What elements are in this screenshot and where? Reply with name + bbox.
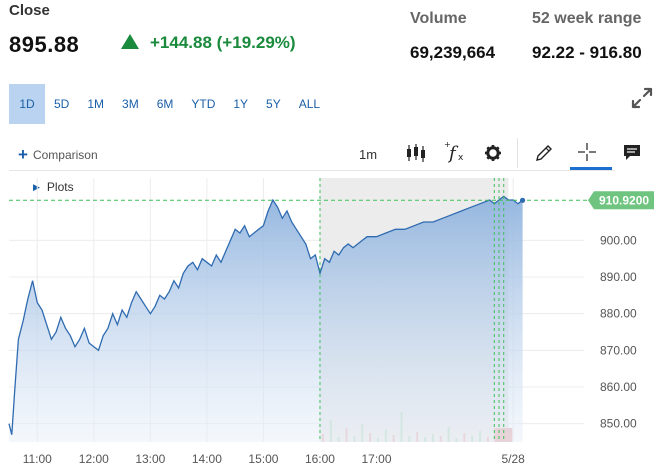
- x-tick-label: 11:00: [23, 452, 52, 466]
- crosshair-icon[interactable]: [575, 141, 599, 163]
- expand-icon[interactable]: [630, 86, 654, 110]
- y-tick-label: 860.00: [600, 380, 637, 394]
- 52-week-range-label: 52 week range: [532, 10, 642, 27]
- range-all[interactable]: ALL: [298, 97, 321, 111]
- y-tick-label: 900.00: [600, 233, 637, 247]
- y-tick-label: 870.00: [600, 343, 637, 357]
- comment-icon[interactable]: [620, 141, 644, 163]
- range-6m[interactable]: 6M: [156, 97, 174, 111]
- x-tick-label: 5/28: [501, 452, 525, 466]
- candlestick-icon[interactable]: [404, 142, 428, 164]
- volume-value: 69,239,664: [410, 43, 496, 62]
- x-tick-label: 15:00: [248, 452, 278, 466]
- last-price-dot: [519, 197, 526, 203]
- price-area: [9, 196, 523, 442]
- 52-week-range-value: 92.22 - 916.80: [532, 43, 642, 62]
- pencil-icon[interactable]: [532, 142, 556, 164]
- plus-icon: +: [18, 145, 28, 164]
- range-5d[interactable]: 5D: [54, 97, 70, 111]
- svg-text:x: x: [458, 153, 464, 163]
- range-1m[interactable]: 1M: [87, 97, 105, 111]
- price-line: [8, 195, 523, 435]
- comparison-button[interactable]: + Comparison: [18, 145, 98, 164]
- y-tick-label: 890.00: [600, 270, 637, 284]
- function-icon[interactable]: f x +: [443, 140, 467, 164]
- active-tool-indicator: [570, 167, 612, 170]
- gear-icon[interactable]: [481, 142, 505, 164]
- y-tick-label: 850.00: [600, 417, 637, 431]
- x-tick-label: 17:00: [361, 452, 391, 466]
- x-tick-label: 14:00: [192, 452, 222, 466]
- svg-text:+: +: [444, 140, 451, 149]
- interval-selector[interactable]: 1m: [359, 147, 378, 162]
- x-tick-label: 13:00: [135, 452, 165, 466]
- range-5y[interactable]: 5Y: [266, 97, 281, 111]
- range-1d[interactable]: 1D: [9, 84, 45, 124]
- range-ytd[interactable]: YTD: [191, 97, 216, 111]
- toolbar-bottom-border: [9, 170, 615, 171]
- range-1y[interactable]: 1Y: [233, 97, 249, 111]
- x-tick-label: 12:00: [79, 452, 109, 466]
- toolbar-divider: [517, 138, 518, 168]
- x-tick-label: 16:00: [305, 452, 335, 466]
- price-change: +144.88 (+19.29%): [150, 33, 296, 52]
- plots-toggle[interactable]: ▶ Plots: [33, 180, 74, 194]
- up-arrow-icon: [121, 34, 139, 49]
- time-range-selector: 1D 5D 1M 3M 6M YTD 1Y 5Y ALL: [9, 84, 329, 124]
- current-price-tag: 910.9200: [588, 191, 654, 210]
- volume-label: Volume: [410, 10, 467, 27]
- close-price: 895.88: [9, 32, 80, 57]
- plots-label: Plots: [46, 180, 74, 194]
- close-label: Close: [9, 2, 50, 19]
- range-3m[interactable]: 3M: [122, 97, 139, 111]
- current-price-label: 910.9200: [599, 193, 649, 207]
- y-tick-label: 880.00: [600, 307, 637, 321]
- triangle-right-icon: ▶: [33, 181, 40, 192]
- comparison-label: Comparison: [32, 148, 98, 162]
